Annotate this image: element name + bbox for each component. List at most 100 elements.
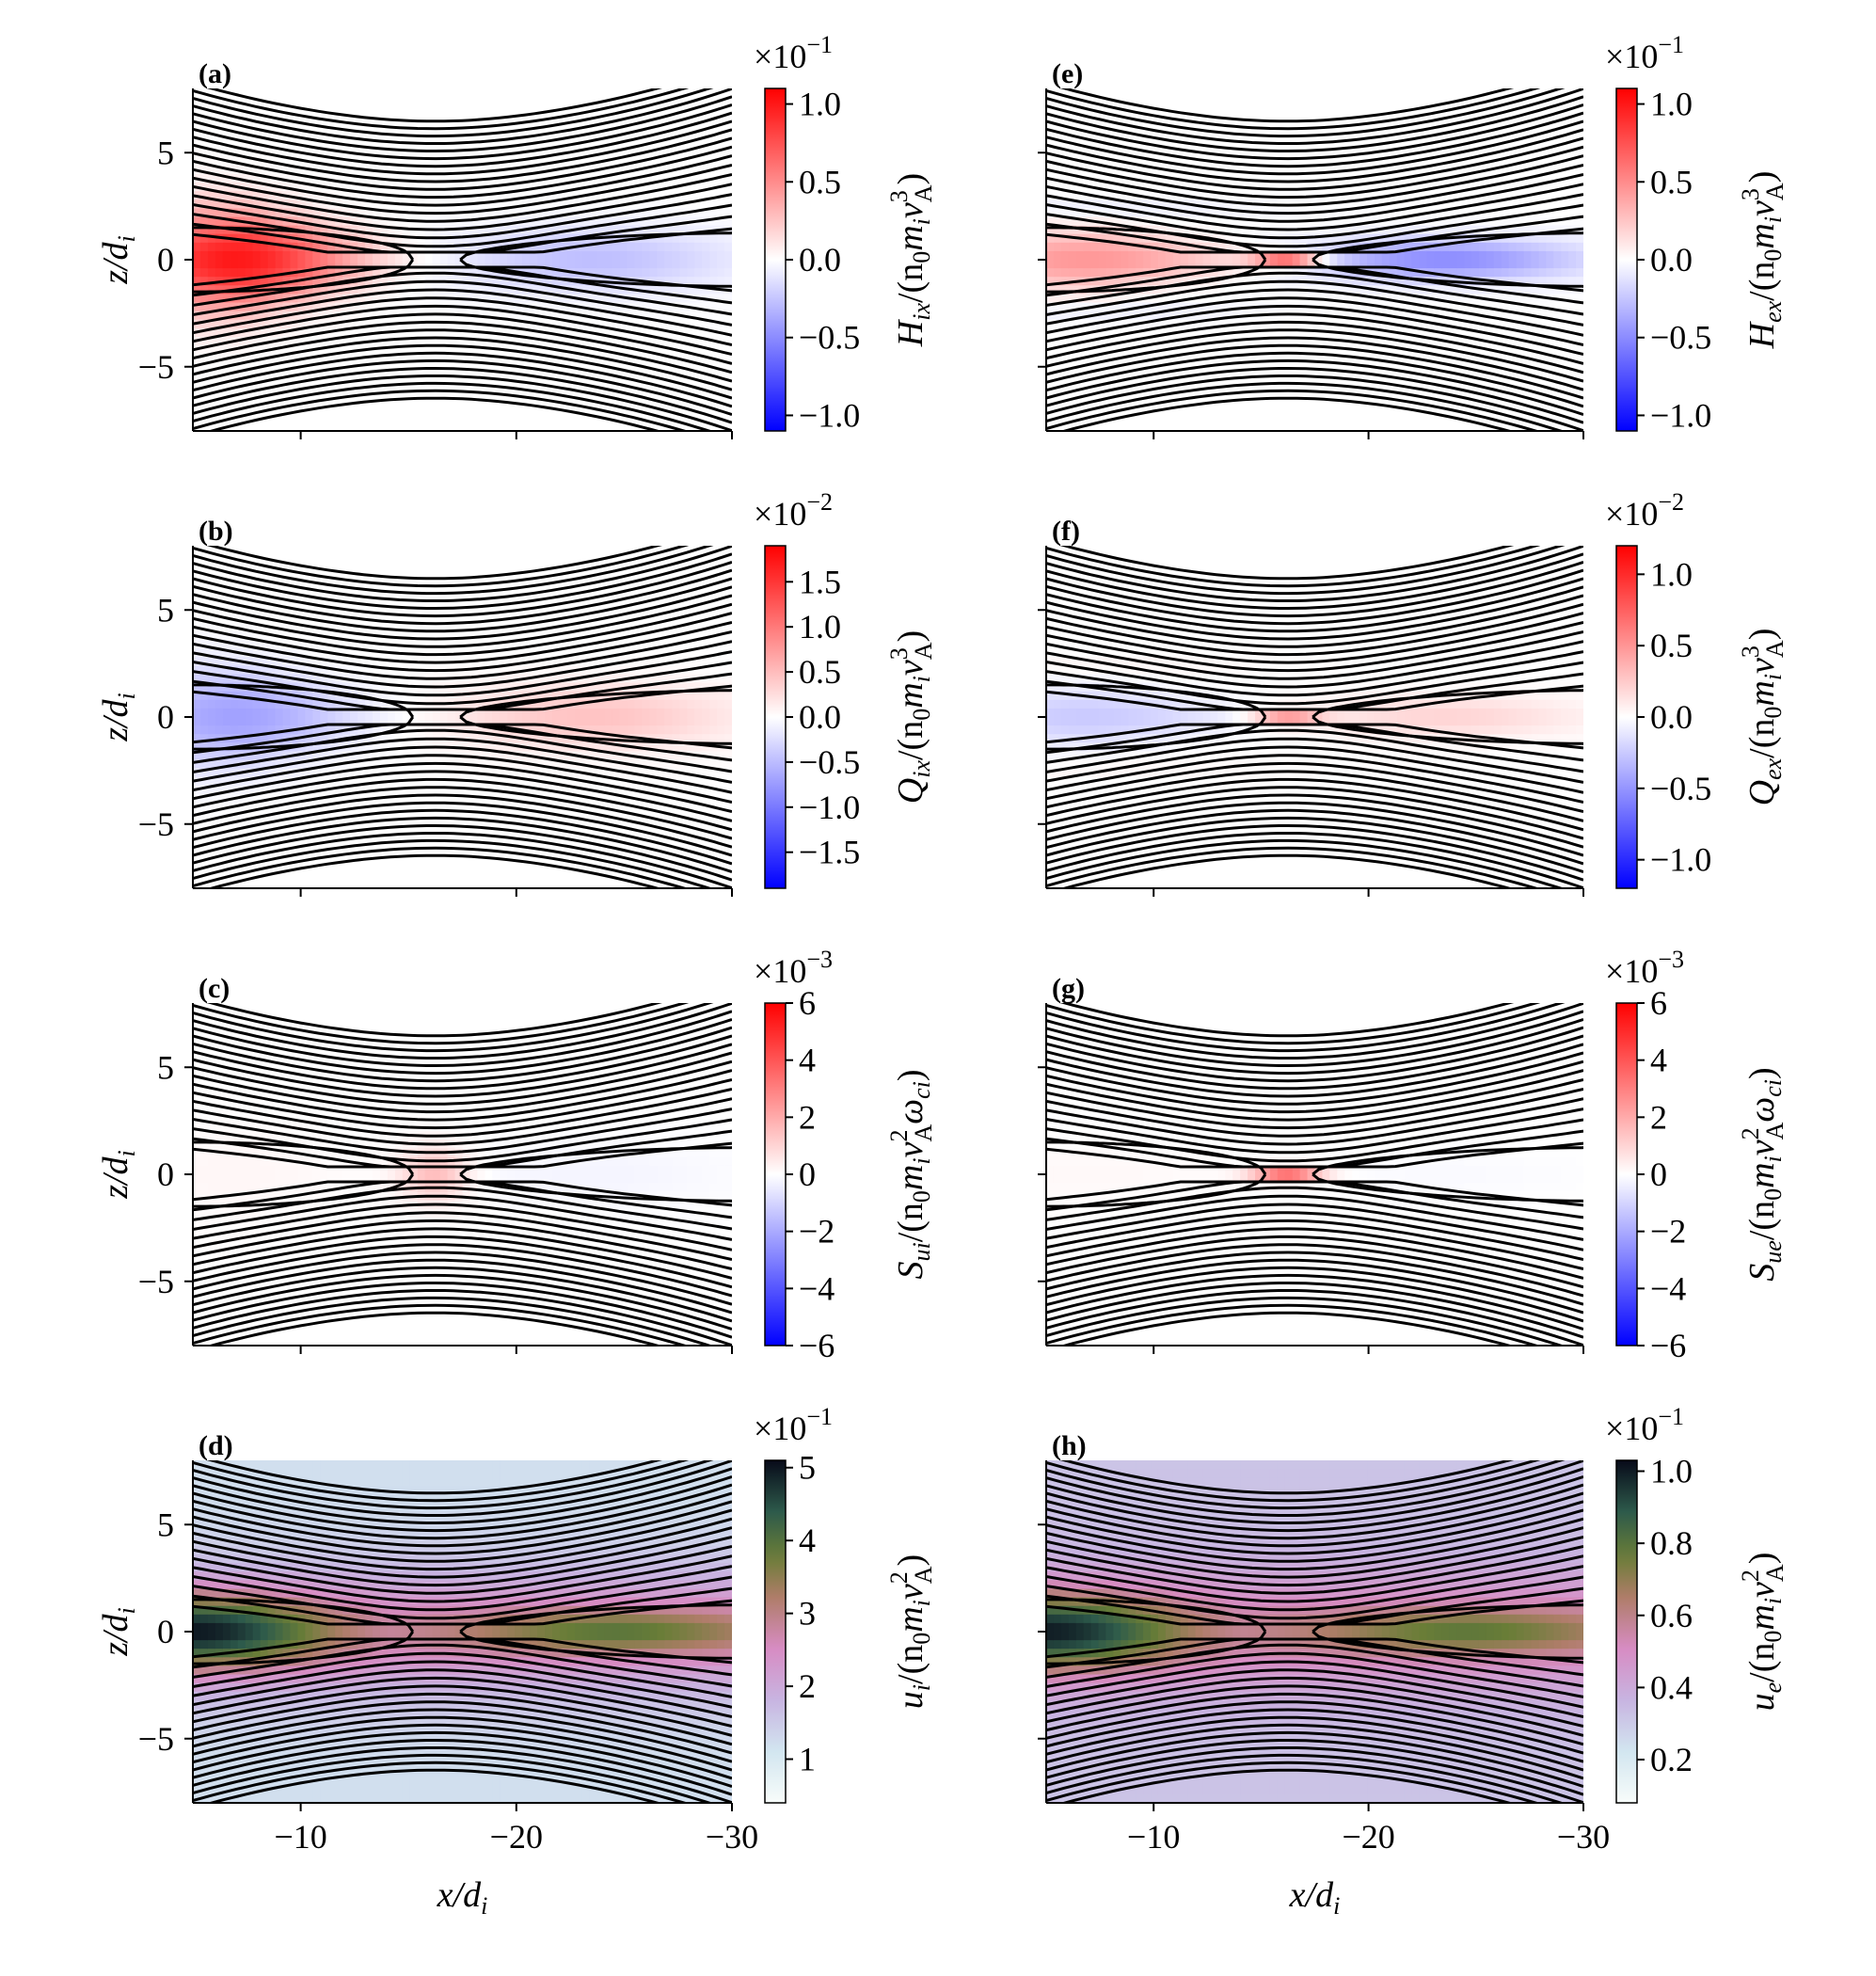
heatmap-cell bbox=[394, 793, 404, 804]
heatmap-cell bbox=[358, 268, 366, 278]
heatmap-cell bbox=[581, 260, 591, 269]
heatmap-cell bbox=[402, 413, 411, 423]
heatmap-cell bbox=[619, 131, 628, 141]
heatmap-cell bbox=[485, 311, 493, 321]
heatmap-cell bbox=[365, 605, 374, 615]
heatmap-cell bbox=[290, 354, 299, 363]
heatmap-cell bbox=[417, 388, 426, 398]
heatmap-cell bbox=[687, 233, 695, 244]
field-line bbox=[193, 271, 732, 316]
heatmap-cell bbox=[417, 554, 426, 564]
heatmap-cell bbox=[305, 388, 313, 398]
heatmap-cell bbox=[447, 554, 456, 564]
heatmap-cell bbox=[537, 294, 546, 304]
heatmap-cell bbox=[432, 422, 441, 431]
heatmap-cell bbox=[417, 870, 426, 881]
heatmap-cell bbox=[507, 546, 516, 555]
heatmap-cell bbox=[485, 413, 493, 423]
heatmap-cell bbox=[559, 199, 568, 209]
heatmap-cell bbox=[545, 199, 553, 209]
heatmap-cell bbox=[312, 657, 321, 666]
heatmap-cell bbox=[469, 622, 479, 632]
heatmap-cell bbox=[199, 580, 209, 590]
heatmap-cell bbox=[417, 785, 426, 795]
heatmap-cell bbox=[642, 122, 651, 133]
heatmap-cell bbox=[596, 183, 606, 192]
heatmap-cell bbox=[207, 422, 216, 431]
heatmap-cell bbox=[342, 345, 351, 355]
heatmap-cell bbox=[260, 691, 269, 701]
heatmap-cell bbox=[237, 580, 246, 590]
heatmap-cell bbox=[417, 614, 426, 624]
heatmap-cell bbox=[199, 751, 209, 761]
heatmap-cell bbox=[492, 302, 501, 312]
heatmap-cell bbox=[679, 174, 688, 183]
heatmap-cell bbox=[462, 354, 471, 363]
heatmap-cell bbox=[350, 768, 358, 778]
heatmap-cell bbox=[439, 97, 449, 106]
heatmap-cell bbox=[252, 803, 262, 812]
heatmap-cell bbox=[559, 88, 568, 98]
heatmap-cell bbox=[199, 242, 209, 252]
heatmap-cell bbox=[290, 785, 299, 795]
heatmap-cell bbox=[402, 336, 411, 346]
heatmap-cell bbox=[687, 174, 695, 183]
heatmap-cell bbox=[260, 768, 269, 778]
heatmap-cell bbox=[222, 563, 231, 572]
heatmap-cell bbox=[432, 148, 441, 158]
heatmap-cell bbox=[642, 413, 651, 423]
heatmap-cell bbox=[581, 354, 591, 363]
heatmap-cell bbox=[439, 793, 449, 804]
heatmap-cell bbox=[207, 174, 216, 183]
colorbar-tick-label: 0.0 bbox=[799, 241, 841, 279]
heatmap-cell bbox=[432, 336, 441, 346]
heatmap-cell bbox=[574, 114, 583, 123]
heatmap-cell bbox=[522, 837, 531, 847]
heatmap-cell bbox=[724, 277, 732, 286]
heatmap-cell bbox=[702, 405, 710, 415]
heatmap-cell bbox=[350, 657, 358, 666]
heatmap-cell bbox=[409, 708, 419, 718]
heatmap-cell bbox=[222, 640, 231, 649]
heatmap-cell bbox=[717, 362, 725, 372]
heatmap-cell bbox=[312, 362, 321, 372]
heatmap-cell bbox=[193, 554, 201, 564]
heatmap-cell bbox=[717, 371, 725, 380]
heatmap-cell bbox=[282, 327, 292, 338]
heatmap-cell bbox=[387, 691, 396, 701]
heatmap-cell bbox=[237, 156, 246, 167]
heatmap-cell bbox=[522, 336, 531, 346]
heatmap-cell bbox=[350, 571, 358, 581]
heatmap-cell bbox=[724, 362, 732, 372]
heatmap-cell bbox=[724, 156, 732, 167]
heatmap-cell bbox=[485, 879, 493, 888]
heatmap-cell bbox=[312, 776, 321, 787]
heatmap-cell bbox=[305, 311, 313, 321]
heatmap-cell bbox=[342, 319, 351, 329]
heatmap-cell bbox=[358, 183, 366, 192]
heatmap-cell bbox=[230, 242, 239, 252]
heatmap-cell bbox=[530, 725, 538, 735]
heatmap-cell bbox=[373, 725, 381, 735]
heatmap-cell bbox=[409, 614, 419, 624]
heatmap-cell bbox=[530, 233, 538, 244]
heatmap-cell bbox=[358, 571, 366, 581]
heatmap-cell bbox=[350, 413, 358, 423]
field-line bbox=[193, 111, 732, 168]
y-axis-label: z/di bbox=[96, 235, 140, 285]
heatmap-cell bbox=[327, 742, 336, 752]
heatmap-cell bbox=[432, 768, 441, 778]
heatmap-cell bbox=[462, 699, 471, 709]
heatmap-cell bbox=[282, 853, 292, 864]
heatmap-cell bbox=[312, 725, 321, 735]
heatmap-cell bbox=[454, 396, 464, 406]
heatmap-cell bbox=[552, 751, 561, 761]
heatmap-cell bbox=[282, 820, 292, 829]
heatmap-cell bbox=[379, 622, 389, 632]
heatmap-cell bbox=[320, 216, 328, 227]
heatmap-cell bbox=[687, 345, 695, 355]
heatmap-cell bbox=[350, 554, 358, 564]
heatmap-cell bbox=[500, 233, 508, 244]
heatmap-cell bbox=[417, 708, 426, 718]
heatmap-cell bbox=[290, 622, 299, 632]
